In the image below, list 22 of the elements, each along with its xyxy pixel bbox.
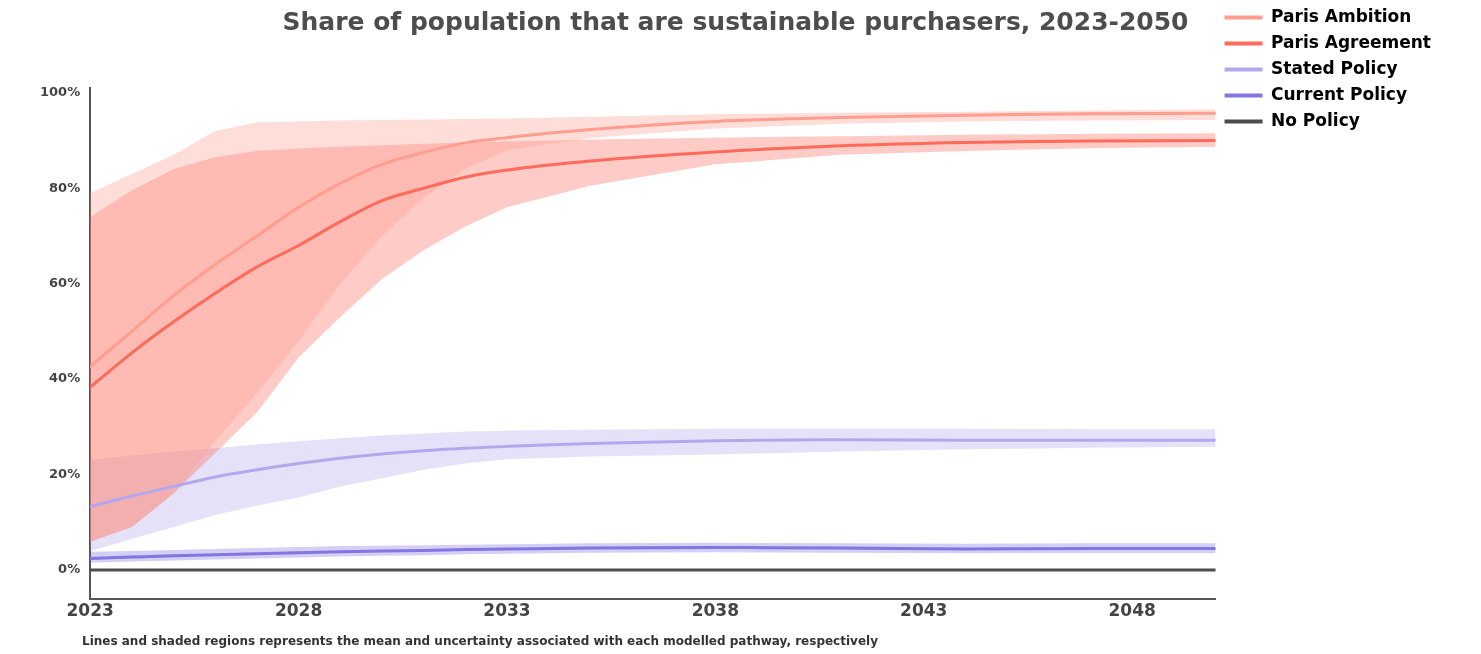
chart-title: Share of population that are sustainable purchasers, 2023-2050 — [282, 6, 1189, 36]
x-tick-label: 2023 — [66, 600, 114, 621]
line-series — [90, 138, 1216, 389]
y-tick-label: 40% — [49, 370, 81, 386]
y-tick-label: 80% — [49, 179, 81, 195]
legend-label: Stated Policy — [1271, 57, 1398, 78]
legend-label: Paris Ambition — [1271, 5, 1412, 26]
y-tick-label: 20% — [49, 465, 81, 481]
line-series — [90, 438, 1216, 508]
legend-label: Paris Agreement — [1271, 31, 1431, 52]
y-tick-label: 60% — [49, 275, 81, 291]
x-tick-label: 2043 — [900, 600, 948, 621]
legend-label: No Policy — [1271, 109, 1360, 130]
x-tick-label: 2048 — [1108, 600, 1156, 621]
legend-label: Current Policy — [1271, 83, 1408, 104]
y-tick-label: 100% — [39, 84, 81, 100]
line-series — [90, 111, 1216, 369]
text: Lines and shaded regions represents the mean and uncertainty associated with each modelled pathway, respectively — [82, 634, 878, 648]
x-tick-label: 2028 — [274, 600, 323, 621]
y-tick-label: 0% — [58, 561, 81, 577]
x-tick-label: 2038 — [691, 600, 740, 621]
x-tick-label: 2033 — [483, 600, 531, 621]
